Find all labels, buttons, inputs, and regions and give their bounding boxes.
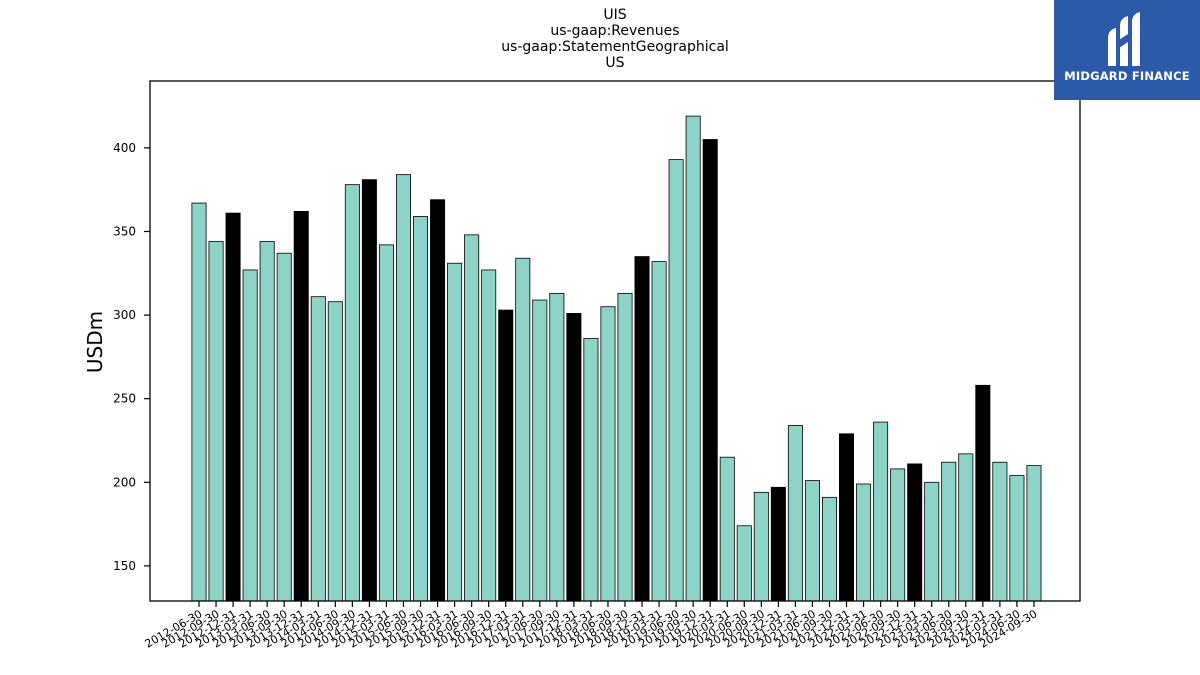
bar-2016-03-31 <box>447 262 463 602</box>
bar-2014-06-30 <box>327 301 343 602</box>
bar-2016-12-31 <box>498 309 514 602</box>
bar-2012-06-30 <box>191 202 207 602</box>
bar-2024-03-31 <box>992 461 1008 602</box>
bar-2019-06-30 <box>668 159 684 602</box>
bar-2014-09-30 <box>344 184 360 602</box>
bar-2017-12-31 <box>566 313 582 602</box>
y-tick-label: 400 <box>113 141 136 155</box>
midgard-finance-logo: MIDGARD FINANCE <box>1054 0 1200 100</box>
bar-2023-09-30 <box>958 453 974 602</box>
y-tick-label: 300 <box>113 308 136 322</box>
bar-2014-12-31 <box>361 179 377 602</box>
bar-2015-03-31 <box>378 244 394 602</box>
bar-2020-06-30 <box>736 525 752 602</box>
bar-2013-12-31 <box>293 211 309 602</box>
y-tick-label: 150 <box>113 559 136 573</box>
bar-2018-12-31 <box>634 256 650 602</box>
y-tick-label: 250 <box>113 392 136 406</box>
bar-2023-03-31 <box>924 481 940 602</box>
bar-2013-09-30 <box>276 252 292 602</box>
chart-title-line-4: US <box>605 55 625 71</box>
bar-2013-03-31 <box>242 269 258 602</box>
bar-2019-09-30 <box>685 115 701 602</box>
plot-frame <box>149 80 1081 602</box>
bar-2015-12-31 <box>430 199 446 602</box>
y-tick-label: 200 <box>113 475 136 489</box>
bar-2020-09-30 <box>753 491 769 602</box>
bar-2017-06-30 <box>532 299 548 602</box>
chart-title-line-3: us-gaap:StatementGeographical <box>501 39 729 55</box>
bar-2021-12-31 <box>839 433 855 602</box>
bar-2012-09-30 <box>208 241 224 602</box>
bar-2017-03-31 <box>515 257 531 602</box>
bar-2016-06-30 <box>464 234 480 602</box>
bar-2015-09-30 <box>413 216 429 602</box>
bar-2018-03-31 <box>583 338 599 602</box>
bar-2021-09-30 <box>821 496 837 602</box>
bar-2012-12-31 <box>225 212 241 602</box>
logo-text: MIDGARD FINANCE <box>1064 69 1190 83</box>
bar-2024-06-30 <box>1009 475 1025 602</box>
bar-2017-09-30 <box>549 292 565 602</box>
y-tick-label: 350 <box>113 224 136 238</box>
x-axis: 2012-06-302012-09-302012-12-312013-03-31… <box>143 601 1039 651</box>
bar-2015-06-30 <box>395 174 411 602</box>
bar-2022-12-31 <box>907 463 923 602</box>
chart-title-line-2: us-gaap:Revenues <box>550 23 680 39</box>
bar-2021-03-31 <box>787 425 803 602</box>
bar-2022-09-30 <box>890 468 906 602</box>
logo-mark-icon <box>1108 12 1140 66</box>
y-axis-label: USDm <box>83 311 107 373</box>
bar-2022-06-30 <box>873 421 889 602</box>
bar-2019-12-31 <box>702 139 718 602</box>
bar-2020-03-31 <box>719 456 735 602</box>
bar-2018-09-30 <box>617 292 633 602</box>
chart-title-line-1: UIS <box>603 7 627 23</box>
bar-2022-03-31 <box>856 483 872 602</box>
bar-2020-12-31 <box>770 486 786 602</box>
bar-2023-06-30 <box>941 461 957 602</box>
bar-2018-06-30 <box>600 306 616 602</box>
y-axis: 150 200 250 300 350 400 <box>113 141 150 573</box>
bar-2014-03-31 <box>310 296 326 602</box>
bars-group <box>191 115 1042 602</box>
bar-2019-03-31 <box>651 261 667 602</box>
bar-2016-09-30 <box>481 269 497 602</box>
bar-2023-12-31 <box>975 384 991 602</box>
bar-2013-06-30 <box>259 241 275 602</box>
bar-2021-06-30 <box>804 480 820 602</box>
bar-2024-09-30 <box>1026 465 1042 602</box>
